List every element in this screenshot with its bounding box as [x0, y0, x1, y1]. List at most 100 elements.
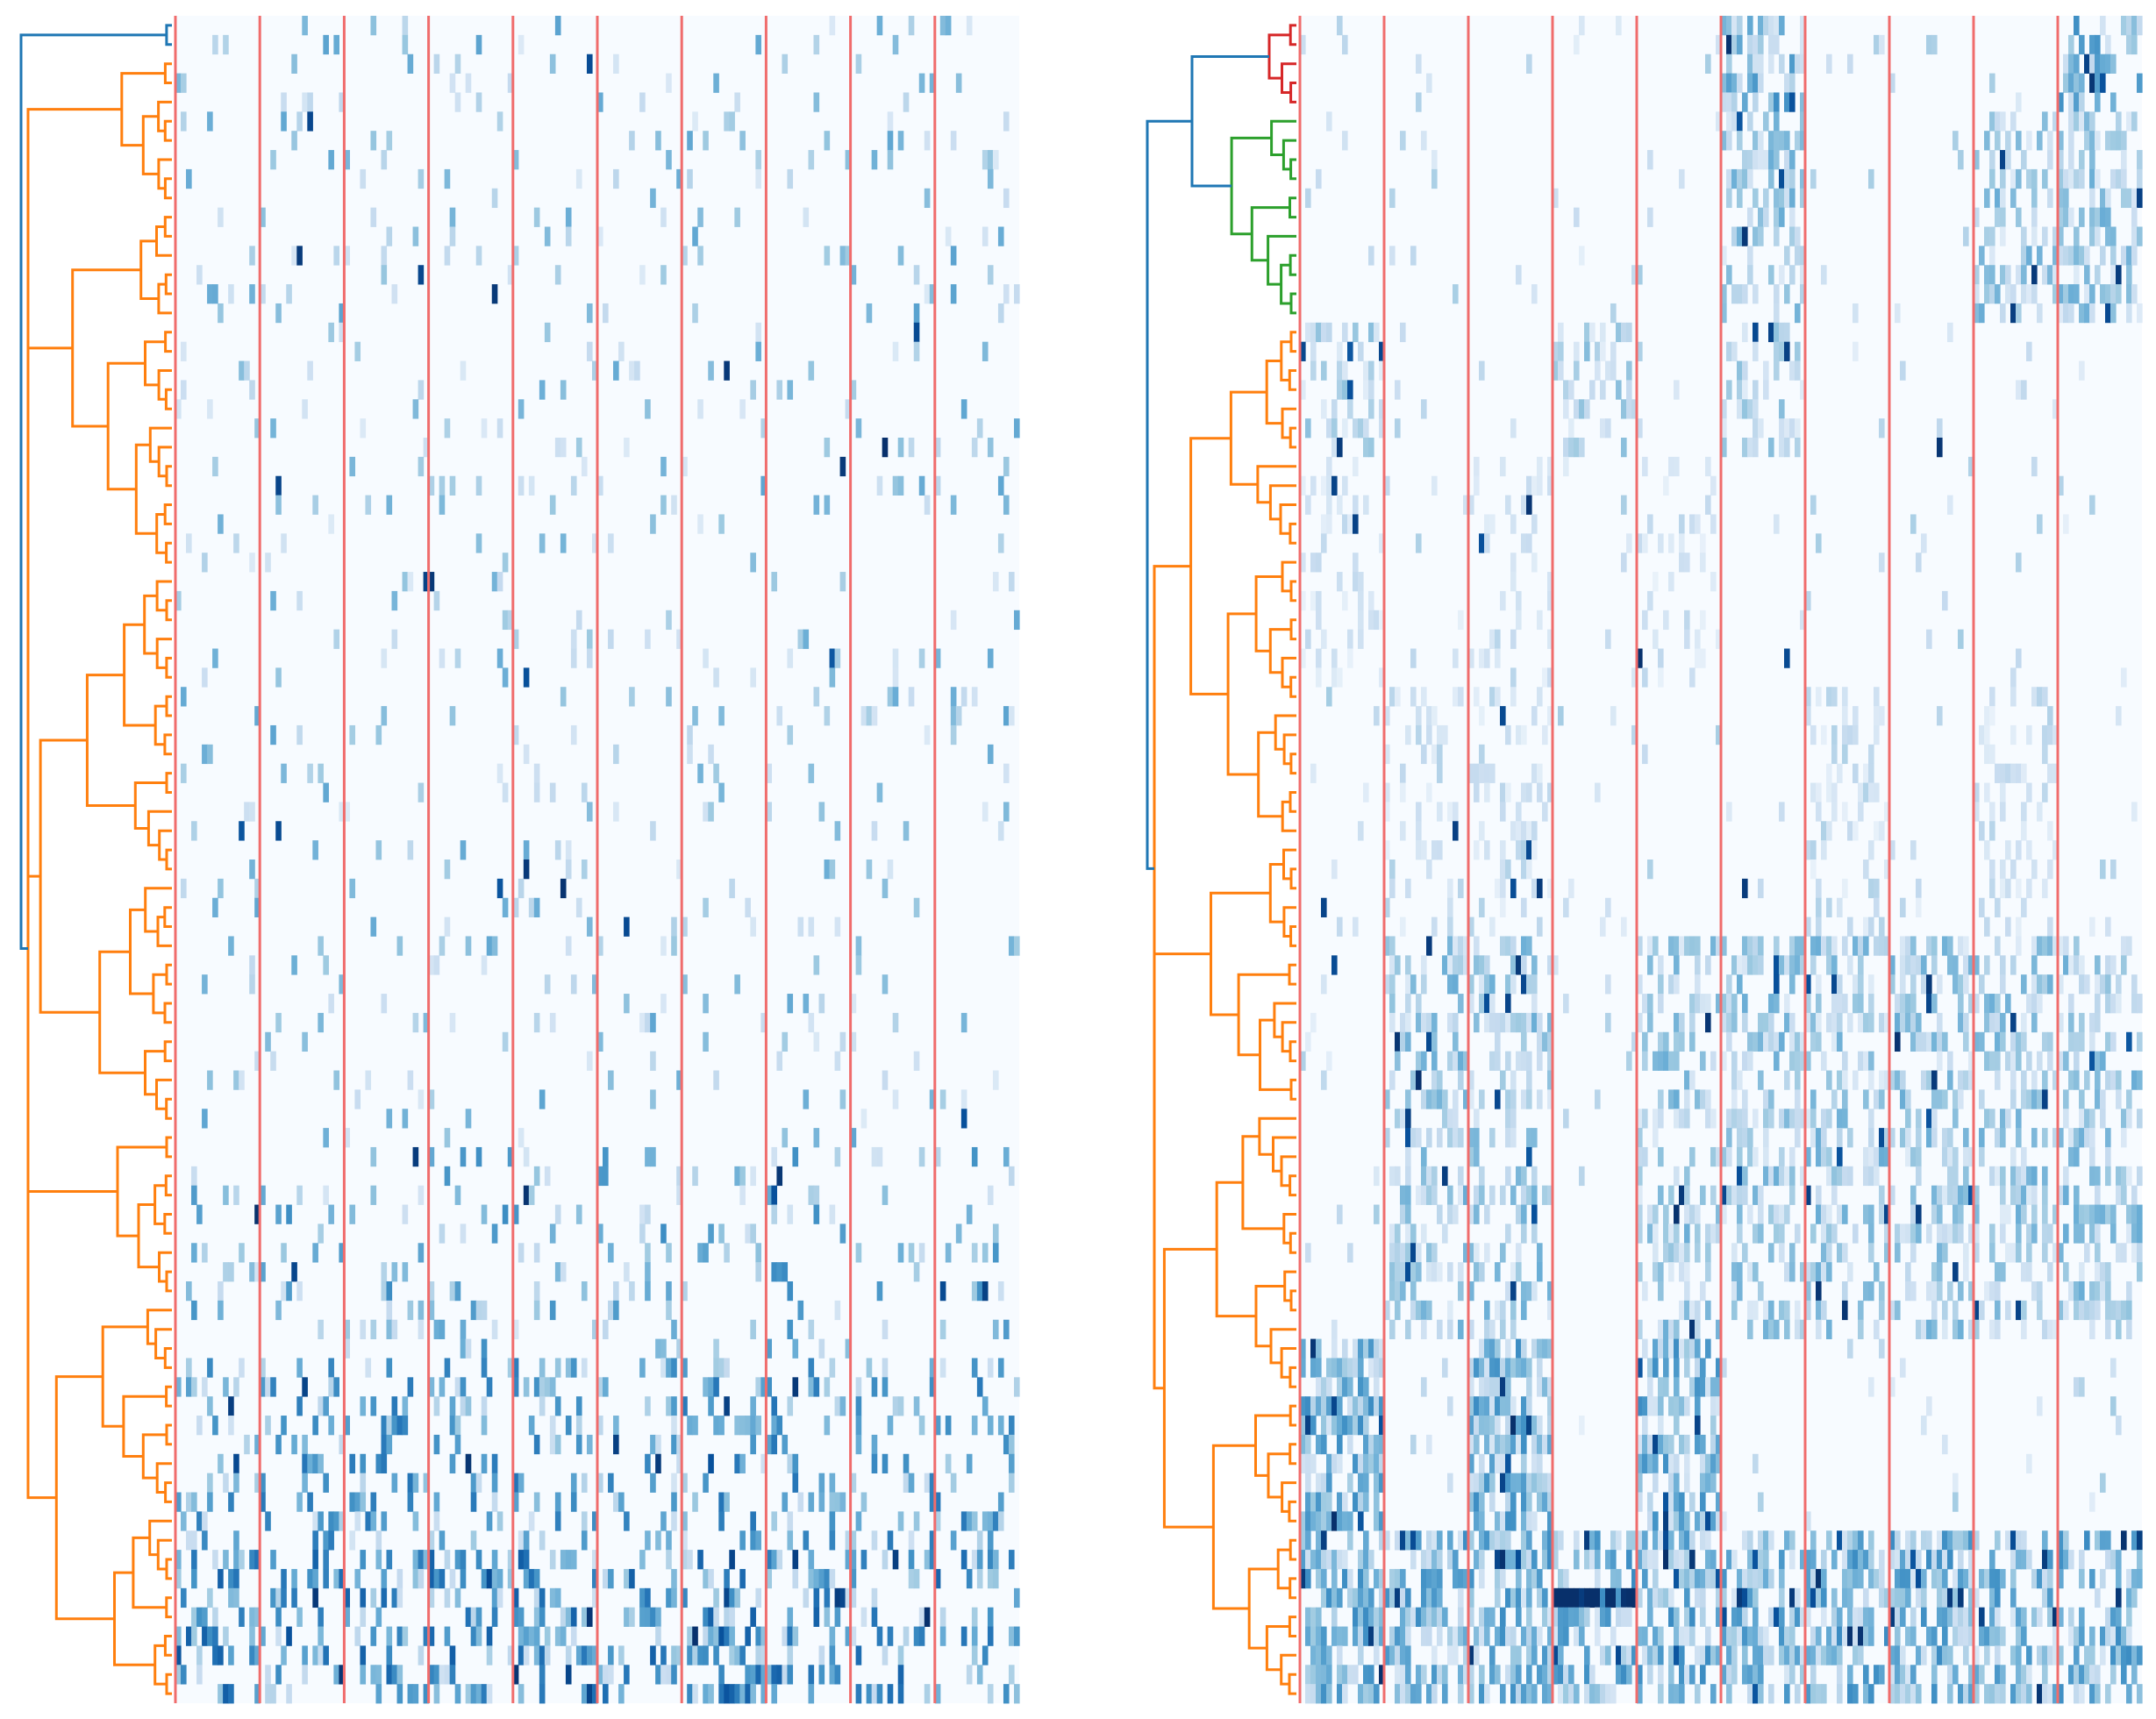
heatmap-cell: [1674, 1319, 1680, 1339]
heatmap-cell: [507, 610, 514, 631]
heatmap-cell: [1716, 1396, 1722, 1416]
heatmap-cell: [1531, 840, 1538, 860]
heatmap-cell: [1379, 1358, 1385, 1378]
heatmap-cell: [629, 1607, 635, 1627]
heatmap-cell: [1389, 994, 1396, 1014]
heatmap-cell: [1758, 1626, 1764, 1646]
heatmap-cell: [892, 475, 899, 496]
heatmap-cell: [2137, 168, 2143, 189]
heatmap-cell: [1700, 1568, 1706, 1589]
heatmap-cell: [1653, 1453, 1659, 1474]
heatmap-cell: [1868, 1070, 1874, 1090]
heatmap-cell: [1374, 610, 1380, 631]
heatmap-cell: [1800, 1166, 1806, 1187]
heatmap-cell: [1605, 418, 1611, 439]
heatmap-cell: [1837, 974, 1843, 995]
heatmap-cell: [1916, 1031, 1922, 1052]
heatmap-cell: [1605, 1645, 1611, 1666]
heatmap-cell: [523, 840, 530, 860]
heatmap-cell: [2005, 994, 2011, 1014]
heatmap-cell: [307, 360, 313, 381]
heatmap-cell: [1958, 994, 1964, 1014]
heatmap-cell: [2095, 168, 2101, 189]
heatmap-cell: [1910, 840, 1917, 860]
heatmap-cell: [2016, 553, 2022, 573]
heatmap-cell: [1916, 1109, 1922, 1129]
heatmap-cell: [1400, 1262, 1406, 1282]
heatmap-cell: [1489, 917, 1496, 937]
heatmap-cell: [1389, 860, 1396, 880]
heatmap-cell: [1358, 590, 1364, 611]
heatmap-cell: [1421, 1166, 1427, 1187]
heatmap-cell: [360, 1665, 367, 1685]
heatmap-cell: [2016, 1204, 2022, 1224]
heatmap-cell: [2068, 1070, 2074, 1090]
heatmap-cell: [1489, 1319, 1496, 1339]
heatmap-cell: [1531, 1338, 1538, 1359]
heatmap-cell: [2121, 667, 2127, 688]
heatmap-cell: [1947, 936, 1953, 956]
heatmap-cell: [1842, 1051, 1848, 1071]
heatmap-cell: [444, 1358, 451, 1378]
heatmap-cell: [818, 1473, 825, 1493]
heatmap-cell: [987, 744, 994, 765]
heatmap-cell: [2005, 150, 2011, 170]
heatmap-cell: [202, 1626, 208, 1646]
heatmap-cell: [871, 1146, 878, 1167]
heatmap-cell: [1842, 1070, 1848, 1090]
heatmap-cell: [1421, 1089, 1427, 1109]
heatmap-cell: [808, 763, 815, 783]
heatmap-cell: [444, 1665, 451, 1685]
heatmap-cell: [2089, 303, 2095, 324]
heatmap-cell: [1805, 840, 1811, 860]
heatmap-cell: [1510, 1319, 1517, 1339]
heatmap-cell: [1637, 1587, 1643, 1608]
heatmap-cell: [2131, 1568, 2138, 1589]
heatmap-cell: [2079, 92, 2085, 112]
heatmap-cell: [1468, 1587, 1474, 1608]
heatmap-cell: [591, 1684, 598, 1704]
heatmap-cell: [897, 438, 904, 458]
heatmap-cell: [1008, 1453, 1015, 1474]
heatmap-cell: [992, 572, 999, 592]
heatmap-cell: [792, 1453, 799, 1474]
heatmap-cell: [254, 878, 261, 899]
heatmap-cell: [1700, 533, 1706, 553]
heatmap-cell: [1658, 994, 1664, 1014]
heatmap-cell: [645, 1281, 651, 1302]
heatmap-cell: [1721, 284, 1727, 304]
heatmap-cell: [1526, 1377, 1532, 1397]
heatmap-cell: [2131, 246, 2138, 266]
heatmap-cell: [1926, 1530, 1932, 1551]
heatmap-cell: [1353, 917, 1359, 937]
heatmap-cell: [1637, 341, 1643, 361]
heatmap-cell: [882, 1358, 889, 1378]
heatmap-cell: [1995, 131, 2001, 151]
heatmap-cell: [655, 131, 661, 151]
heatmap-cell: [1542, 724, 1548, 745]
heatmap-cell: [1989, 1587, 1995, 1608]
heatmap-cell: [1847, 1550, 1853, 1570]
heatmap-cell: [1342, 1492, 1348, 1512]
heatmap-cell: [2074, 1070, 2080, 1090]
heatmap-cell: [2037, 514, 2043, 534]
heatmap-cell: [1716, 1377, 1722, 1397]
heatmap-cell: [218, 514, 224, 534]
heatmap-cell: [1821, 840, 1827, 860]
heatmap-cell: [1395, 1530, 1401, 1551]
heatmap-cell: [1305, 1626, 1311, 1646]
heatmap-cell: [454, 1185, 461, 1205]
heatmap-cell: [2089, 284, 2095, 304]
heatmap-cell: [1579, 399, 1585, 419]
heatmap-cell: [1321, 1530, 1327, 1551]
heatmap-cell: [360, 168, 367, 189]
heatmap-cell: [1653, 1243, 1659, 1263]
heatmap-cell: [1647, 207, 1653, 227]
heatmap-cell: [1637, 1453, 1643, 1474]
heatmap-cell: [1468, 1453, 1474, 1474]
heatmap-cell: [1516, 840, 1522, 860]
heatmap-cell: [1921, 974, 1927, 995]
heatmap-cell: [1826, 1645, 1832, 1666]
heatmap-cell: [407, 840, 414, 860]
heatmap-cell: [1658, 1416, 1664, 1436]
